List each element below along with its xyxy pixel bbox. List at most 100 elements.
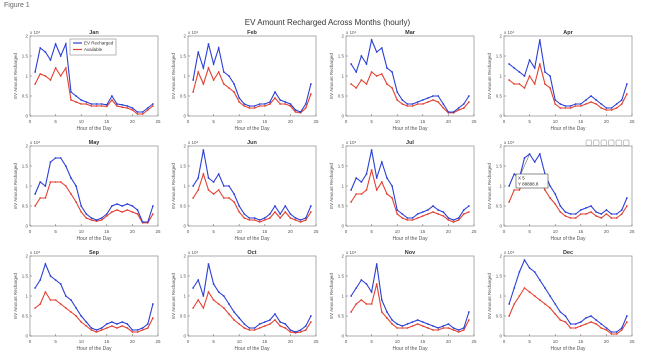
- data-point: [136, 331, 139, 333]
- datatip-box[interactable]: [515, 173, 549, 189]
- y-tick-label: 0: [183, 334, 186, 339]
- data-point: [258, 323, 261, 325]
- data-point: [80, 103, 83, 105]
- data-point: [116, 103, 118, 105]
- y-tick-label: 0: [499, 334, 502, 339]
- data-point: [620, 103, 623, 105]
- data-point: [34, 205, 37, 207]
- data-point: [258, 103, 261, 105]
- data-point: [44, 263, 47, 265]
- y-tick-label: 1: [25, 74, 28, 79]
- data-point: [528, 59, 531, 61]
- data-point: [549, 87, 551, 89]
- data-point: [121, 103, 124, 106]
- data-point: [370, 149, 373, 151]
- subplot-nov: 0 5 10 15 20 25 0 0.5 1 1.5 2x 10⁴ Nov Hour of the D…: [329, 250, 477, 352]
- data-point: [508, 303, 511, 305]
- data-point: [401, 213, 404, 215]
- x-tick-label: 20: [288, 229, 294, 234]
- data-point: [579, 209, 582, 211]
- data-point: [355, 71, 358, 73]
- x-tick-label: 25: [155, 339, 161, 344]
- data-point: [217, 47, 220, 49]
- data-point: [595, 215, 598, 217]
- y-exponent-label: x 10⁴: [30, 140, 41, 145]
- data-point: [233, 319, 235, 321]
- data-point: [64, 295, 67, 297]
- axes-box: [503, 255, 633, 337]
- data-point: [600, 213, 603, 215]
- subplot-title: Jun: [247, 140, 257, 146]
- data-point: [70, 99, 72, 101]
- data-point: [111, 205, 113, 207]
- data-point: [228, 313, 230, 315]
- data-point: [238, 211, 241, 213]
- y-exponent-label: x 10⁴: [30, 30, 41, 35]
- x-tick-label: 15: [420, 229, 426, 234]
- series-line-1: [350, 149, 470, 221]
- home-icon[interactable]: [608, 139, 615, 146]
- y-tick-label: 2: [183, 34, 186, 39]
- data-point: [416, 323, 419, 325]
- subplot-oct: 0 5 10 15 20 25 0 0.5 1 1.5 2x 10⁴ Oct Hour of the D…: [171, 250, 319, 352]
- data-point: [380, 47, 383, 49]
- x-tick-label: 15: [104, 339, 110, 344]
- data-point: [528, 267, 531, 269]
- data-point: [559, 103, 562, 105]
- data-point: [217, 173, 220, 175]
- x-tick-label: 0: [503, 229, 506, 234]
- data-point: [243, 105, 246, 107]
- data-point: [360, 79, 363, 81]
- x-tick-label: 5: [212, 119, 215, 124]
- data-point: [105, 103, 108, 106]
- subplot-title: Jul: [406, 140, 414, 146]
- data-point: [432, 95, 434, 97]
- zoom-in-icon[interactable]: [585, 139, 592, 146]
- data-point: [59, 55, 62, 57]
- data-point: [54, 157, 57, 159]
- zoom-out-icon[interactable]: [593, 139, 600, 146]
- data-point: [447, 217, 450, 219]
- x-tick-label: 15: [104, 119, 110, 124]
- y-exponent-label: x 10⁴: [188, 30, 199, 35]
- data-point: [386, 177, 388, 179]
- data-point: [207, 291, 210, 293]
- data-point: [615, 103, 618, 105]
- y-tick-label: 0.5: [496, 314, 503, 319]
- data-point: [554, 313, 557, 315]
- data-point: [513, 83, 516, 85]
- data-point: [59, 181, 62, 183]
- data-point: [549, 307, 551, 309]
- data-point: [569, 105, 572, 107]
- data-point: [95, 219, 98, 221]
- data-point: [442, 103, 445, 105]
- data-point: [228, 75, 230, 77]
- data-point: [192, 91, 195, 93]
- y-tick-label: 0.5: [338, 204, 345, 209]
- data-point: [269, 323, 271, 325]
- y-tick-label: 1: [499, 184, 502, 189]
- data-point: [401, 103, 404, 105]
- data-point: [391, 319, 393, 321]
- data-point: [595, 323, 598, 325]
- data-point: [34, 307, 37, 309]
- data-point: [299, 111, 302, 113]
- data-point: [360, 55, 363, 57]
- data-point: [508, 79, 511, 81]
- data-point: [248, 327, 251, 329]
- data-point: [85, 325, 88, 327]
- y-exponent-label: x 10⁴: [504, 250, 515, 255]
- data-point: [452, 221, 455, 223]
- data-point: [151, 213, 154, 215]
- data-point: [64, 185, 67, 187]
- data-point: [54, 299, 57, 301]
- data-point: [380, 181, 383, 183]
- save-icon[interactable]: [615, 139, 622, 146]
- more-icon[interactable]: [623, 139, 630, 146]
- data-point: [350, 295, 353, 297]
- pan-icon[interactable]: [600, 139, 607, 146]
- data-point: [207, 189, 210, 191]
- y-tick-label: 2: [499, 254, 502, 259]
- data-point: [533, 161, 536, 163]
- data-point: [85, 213, 88, 215]
